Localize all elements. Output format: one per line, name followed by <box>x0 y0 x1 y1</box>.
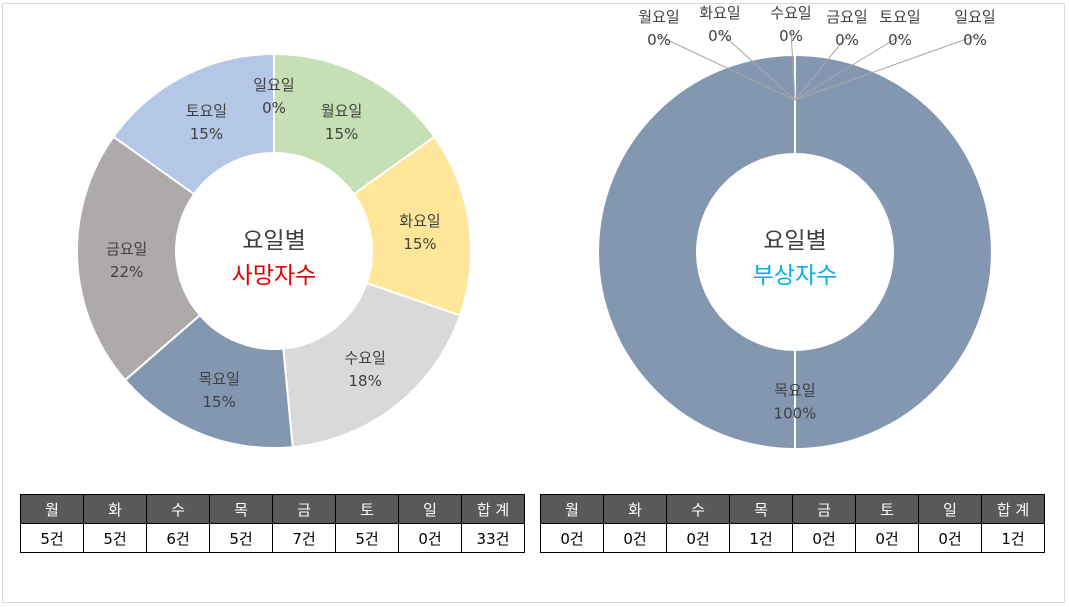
chart-frame <box>2 3 1065 603</box>
table-header-cell: 월 <box>540 494 604 524</box>
slice-percent-2: 0% <box>779 27 803 45</box>
slice-label-4: 금요일 <box>106 240 147 258</box>
table-header-row: 월 화 수 목 금 토 일 합 계 <box>20 494 525 524</box>
slice-월요일 <box>273 52 436 196</box>
slice-percent-3: 15% <box>203 393 236 411</box>
slice-금요일 <box>76 135 202 382</box>
table-header-cell: 일 <box>918 494 982 524</box>
slice-percent-0: 15% <box>325 125 358 143</box>
slice-label-2: 수요일 <box>770 4 811 22</box>
slice-percent-5: 15% <box>190 125 223 143</box>
table-cell: 5건 <box>209 523 273 553</box>
table-header-cell: 화 <box>83 494 147 524</box>
slice-label-0: 월요일 <box>638 8 679 26</box>
table-cell: 1건 <box>729 523 793 553</box>
table-cell: 1건 <box>981 523 1045 553</box>
table-header-cell: 토 <box>855 494 919 524</box>
slice-percent-0: 0% <box>647 31 671 49</box>
table-row: 0건 0건 0건 1건 0건 0건 0건 1건 <box>540 523 1045 553</box>
slice-percent-4: 22% <box>110 263 143 281</box>
table-cell: 0건 <box>398 523 462 553</box>
table-header-cell: 금 <box>272 494 336 524</box>
table-cell: 0건 <box>918 523 982 553</box>
right-center-title: 요일별 <box>763 228 826 254</box>
table-header-cell: 화 <box>603 494 667 524</box>
table-header-cell: 일 <box>398 494 462 524</box>
left-center-subtitle: 사망자수 <box>232 263 317 289</box>
table-header-cell: 합 계 <box>981 494 1045 524</box>
leader-line-6 <box>794 35 976 101</box>
table-cell: 0건 <box>666 523 730 553</box>
table-cell: 5건 <box>335 523 399 553</box>
slice-label-5: 토요일 <box>186 102 227 120</box>
leader-line-1 <box>719 31 796 101</box>
slice-percent-1: 0% <box>708 27 732 45</box>
table-header-cell: 수 <box>146 494 210 524</box>
slice-목요일 <box>123 313 294 449</box>
leader-line-0 <box>658 35 796 101</box>
death-donut-chart: 월요일 15% 화요일 15% 수요일 18% 목요일 15% 금요일 22% 토요일 15% 일요일 0… <box>76 52 472 449</box>
injury-count-table: 월 화 수 목 금 토 일 합 계 0건 0건 0건 1건 0건 0건 0건 1… <box>540 494 1045 553</box>
slice-percent-1: 15% <box>403 235 436 253</box>
slice-percent-3: 100% <box>774 405 817 423</box>
slice-label-1: 화요일 <box>399 212 440 230</box>
slice-percent-6: 0% <box>963 31 987 49</box>
slice-label-4: 금요일 <box>826 8 867 26</box>
slice-목요일 <box>597 53 993 451</box>
table-cell: 6건 <box>146 523 210 553</box>
table-header-row: 월 화 수 목 금 토 일 합 계 <box>540 494 1045 524</box>
slice-label-6: 일요일 <box>954 8 995 26</box>
table-header-cell: 토 <box>335 494 399 524</box>
table-cell: 5건 <box>83 523 147 553</box>
slice-수요일 <box>282 281 462 449</box>
slice-화요일 <box>352 135 472 317</box>
left-center-title: 요일별 <box>242 228 305 254</box>
table-header-cell: 목 <box>209 494 273 524</box>
leader-line-5 <box>794 35 901 101</box>
right-center-subtitle: 부상자수 <box>753 263 838 289</box>
table-header-cell: 수 <box>666 494 730 524</box>
slice-label-0: 월요일 <box>321 102 362 120</box>
slice-label-1: 화요일 <box>699 4 740 22</box>
slice-label-3: 목요일 <box>774 382 815 400</box>
table-header-cell: 합 계 <box>461 494 525 524</box>
table-cell: 0건 <box>603 523 667 553</box>
table-header-cell: 금 <box>792 494 856 524</box>
slice-percent-4: 0% <box>835 31 859 49</box>
injury-donut-chart: 월요일 0% 화요일 0% 수요일 0% 목요일 100% 금요일 0% 토요일 0% 일요일 0% <box>597 4 996 451</box>
table-header-cell: 월 <box>20 494 84 524</box>
slice-label-6: 일요일 <box>253 76 294 94</box>
slice-percent-6: 0% <box>262 99 286 117</box>
table-cell: 0건 <box>855 523 919 553</box>
table-row: 5건 5건 6건 5건 7건 5건 0건 33건 <box>20 523 525 553</box>
table-header-cell: 목 <box>729 494 793 524</box>
leader-line-4 <box>794 35 848 101</box>
table-cell: 5건 <box>20 523 84 553</box>
slice-percent-2: 18% <box>349 372 382 390</box>
table-cell: 7건 <box>272 523 336 553</box>
slice-label-3: 목요일 <box>198 370 239 388</box>
slice-토요일 <box>112 52 275 196</box>
leader-line-2 <box>790 31 796 101</box>
slice-label-2: 수요일 <box>344 349 385 367</box>
table-cell: 0건 <box>792 523 856 553</box>
slice-label-5: 토요일 <box>879 8 920 26</box>
death-count-table: 월 화 수 목 금 토 일 합 계 5건 5건 6건 5건 7건 5건 0건 3… <box>20 494 525 553</box>
slice-percent-5: 0% <box>888 31 912 49</box>
table-cell: 33건 <box>461 523 525 553</box>
table-cell: 0건 <box>540 523 604 553</box>
